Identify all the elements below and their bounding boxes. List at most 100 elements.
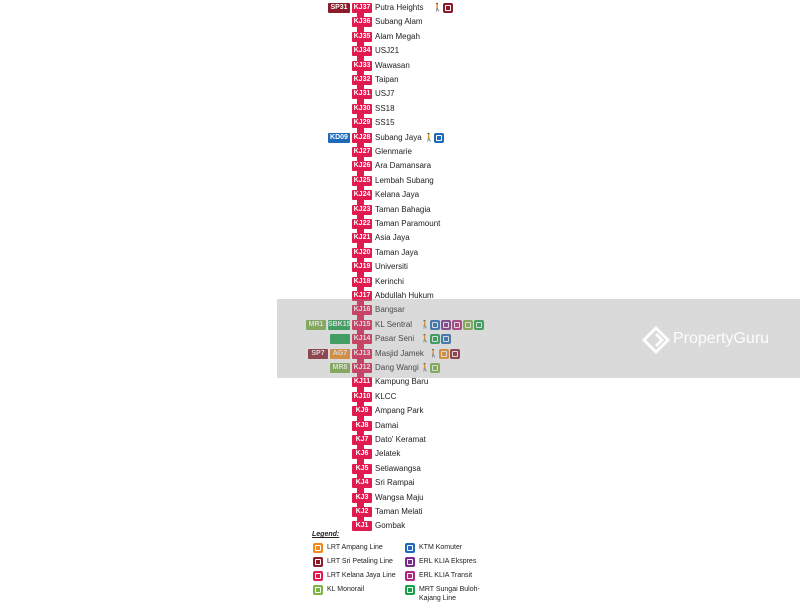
station-kj18: KJ18 Kerinchi xyxy=(0,276,800,288)
interchange-badge xyxy=(330,334,350,345)
station-code: KJ12 xyxy=(352,363,372,373)
station-name: Jelatek xyxy=(375,449,401,459)
legend-label: LRT Kelana Jaya Line xyxy=(327,572,396,579)
mrt-icon xyxy=(474,319,484,330)
station-code: KJ35 xyxy=(352,31,372,42)
station-kj4: KJ4 Sri Rampai xyxy=(0,478,800,489)
station-code: KJ6 xyxy=(352,449,372,460)
station-kj14: KJ14 Pasar Seni 🚶 xyxy=(0,334,800,345)
station-name: Putra Heights xyxy=(375,3,424,12)
station-kj17: KJ17 Abdullah Hukum xyxy=(0,291,800,302)
station-kj27: KJ27 Glenmarie xyxy=(0,147,800,158)
walk-icon: 🚶 xyxy=(420,363,430,372)
station-code: KJ24 xyxy=(352,190,372,201)
connection-icons: 🚶 xyxy=(420,363,440,373)
interchange-badge: SP7 xyxy=(308,348,328,359)
erl-klia-ekspres-icon xyxy=(405,557,415,567)
station-code: KJ16 xyxy=(352,305,372,316)
connection-icons: 🚶 xyxy=(428,348,460,359)
station-code: KJ26 xyxy=(352,161,372,172)
station-kj9: KJ9 Ampang Park xyxy=(0,406,800,417)
station-code: KJ4 xyxy=(352,478,372,489)
station-name: Kerinchi xyxy=(375,276,404,286)
station-name: Setiawangsa xyxy=(375,463,421,473)
lrt-ampang-icon xyxy=(438,348,449,359)
station-kj33: KJ33 Wawasan xyxy=(0,60,800,72)
station-kj31: KJ31 USJ7 xyxy=(0,89,800,100)
station-code: KJ28 xyxy=(352,132,372,143)
station-name: KLCC xyxy=(375,391,397,401)
station-code: KJ5 xyxy=(352,463,372,474)
station-name: Asia Jaya xyxy=(375,233,410,243)
station-name: Taman Jaya xyxy=(375,247,419,257)
station-code: KJ32 xyxy=(352,75,372,85)
lrt-kelana-jaya-icon xyxy=(313,571,323,581)
station-name: Subang Alam xyxy=(375,17,423,27)
station-name: Ampang Park xyxy=(375,406,424,416)
erl-klia-transit-icon xyxy=(452,319,462,330)
kl-monorail-icon xyxy=(313,585,323,595)
walk-icon: 🚶 xyxy=(420,334,430,344)
station-kj10: KJ10 KLCC xyxy=(0,391,800,403)
station-code: KJ3 xyxy=(352,492,372,503)
station-name: SS15 xyxy=(375,118,395,128)
station-name: Dato' Keramat xyxy=(375,435,426,444)
station-code: KJ23 xyxy=(352,204,372,215)
station-code: KJ11 xyxy=(352,377,372,388)
connection-icons: 🚶 xyxy=(424,132,445,143)
mrt-icon xyxy=(405,585,415,595)
station-kj29: KJ29 SS15 xyxy=(0,118,800,129)
walk-icon: 🚶 xyxy=(428,348,439,358)
station-code: KJ31 xyxy=(352,89,372,100)
ktm-komuter-icon xyxy=(441,334,451,345)
ktm-komuter-icon xyxy=(430,319,440,330)
erl-klia-transit-icon xyxy=(405,571,415,581)
station-kj6: KJ6 Jelatek xyxy=(0,449,800,460)
station-name: Taman Bahagia xyxy=(375,204,431,214)
station-kj12: KJ12 Dang Wangi MR8 🚶 xyxy=(0,363,800,374)
station-code: KJ2 xyxy=(352,507,372,517)
station-code: KJ34 xyxy=(352,46,372,57)
station-code: KJ1 xyxy=(352,521,372,532)
station-name: Abdullah Hukum xyxy=(375,291,434,300)
station-name: Dang Wangi xyxy=(375,363,419,372)
station-name: Wawasan xyxy=(375,60,410,70)
station-name: Damai xyxy=(375,420,399,430)
station-code: KJ9 xyxy=(352,406,372,417)
interchange-badge: MR8 xyxy=(330,363,350,373)
station-code: KJ10 xyxy=(352,391,372,402)
connection-icons: 🚶 xyxy=(432,3,453,13)
station-name: Taman Melati xyxy=(375,507,423,516)
connection-icons: 🚶 xyxy=(420,319,484,330)
station-name: USJ21 xyxy=(375,46,400,56)
lrt-sri-petaling-icon xyxy=(442,3,453,13)
station-name: Wangsa Maju xyxy=(375,492,424,502)
station-name: SS18 xyxy=(375,103,395,113)
interchange-badge: SP31 xyxy=(328,3,350,13)
erl-klia-ekspres-icon xyxy=(441,319,451,330)
station-kj16: KJ16 Bangsar xyxy=(0,305,800,316)
station-name: Glenmarie xyxy=(375,147,412,156)
station-code: KJ17 xyxy=(352,291,372,301)
legend-label: LRT Sri Petaling Line xyxy=(327,558,393,565)
interchange-badge: SBK15 xyxy=(328,319,351,330)
legend-label: KL Monorail xyxy=(327,586,365,593)
station-kj3: KJ3 Wangsa Maju xyxy=(0,492,800,504)
station-code: KJ14 xyxy=(352,334,372,345)
station-name: Pasar Seni xyxy=(375,334,415,344)
lrt-sri-petaling-icon xyxy=(449,348,460,359)
station-kj15: KJ15 KL Sentral SBK15 MR1 🚶 xyxy=(0,319,800,331)
ktm-komuter-icon xyxy=(405,543,415,553)
station-kj26: KJ26 Ara Damansara xyxy=(0,161,800,172)
station-kj25: KJ25 Lembah Subang xyxy=(0,175,800,187)
lrt-sri-petaling-icon xyxy=(313,557,323,567)
connection-icons: 🚶 xyxy=(420,334,451,345)
walk-icon: 🚶 xyxy=(432,3,443,12)
station-kj36: KJ36 Subang Alam xyxy=(0,17,800,28)
station-code: KJ29 xyxy=(352,118,372,129)
station-kj37: KJ37 Putra Heights SP31 🚶 xyxy=(0,3,800,14)
station-name: Alam Megah xyxy=(375,31,420,41)
station-code: KJ33 xyxy=(352,60,372,71)
station-code: KJ19 xyxy=(352,262,372,273)
station-code: KJ18 xyxy=(352,276,372,287)
